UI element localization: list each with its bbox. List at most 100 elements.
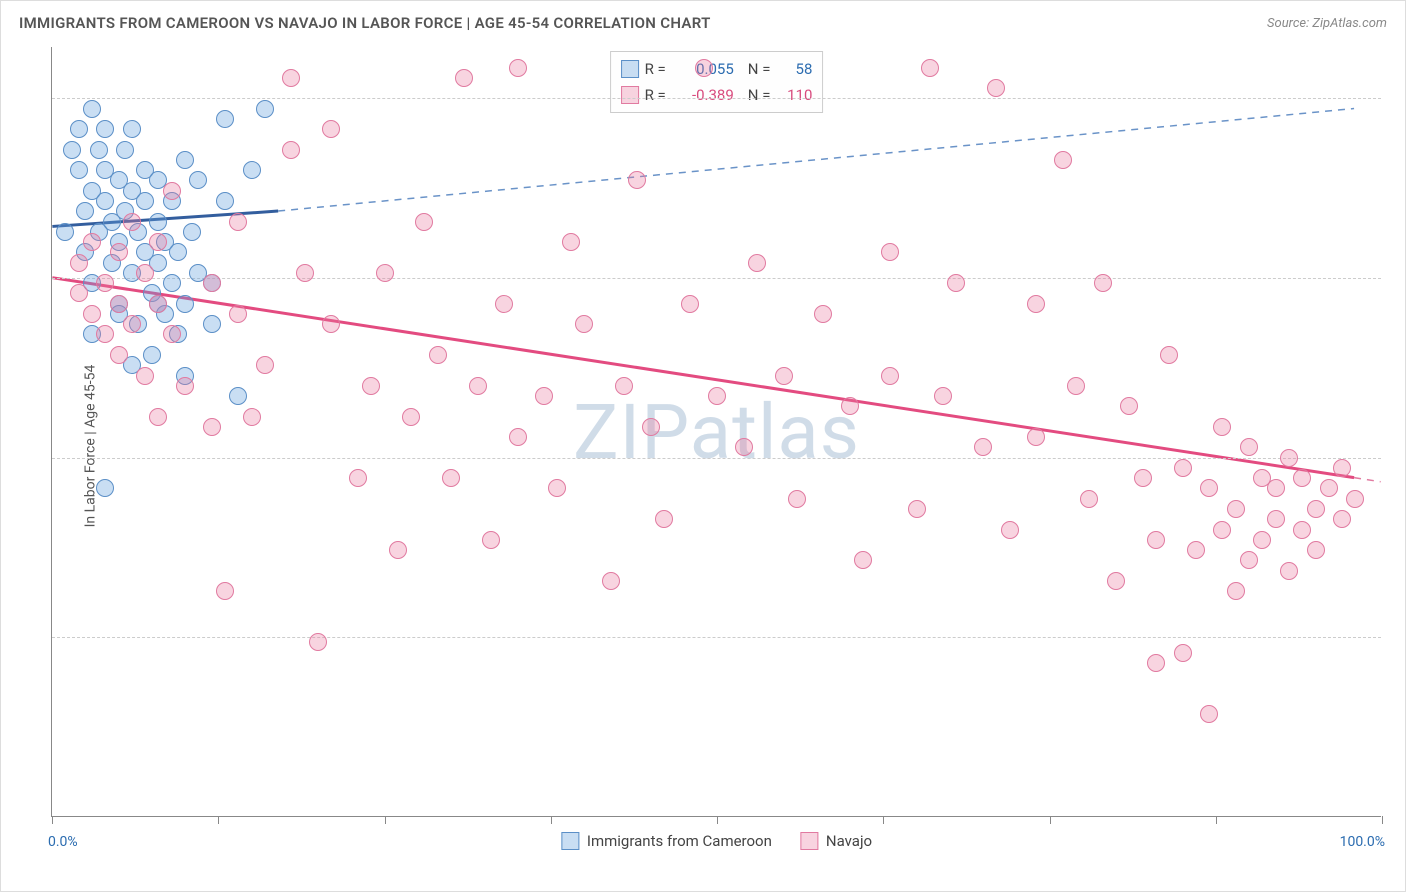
data-point: [70, 284, 88, 302]
data-point: [482, 531, 500, 549]
stat-n-value: 110: [776, 86, 812, 104]
data-point: [203, 274, 221, 292]
trend-line-extension: [278, 109, 1354, 212]
data-point: [681, 295, 699, 313]
x-tick: [1216, 816, 1217, 824]
trend-line: [52, 278, 1354, 478]
data-point: [881, 367, 899, 385]
data-point: [642, 418, 660, 436]
data-point: [1094, 274, 1112, 292]
data-point: [1280, 449, 1298, 467]
data-point: [548, 479, 566, 497]
legend-swatch: [621, 86, 639, 104]
data-point: [921, 59, 939, 77]
data-point: [243, 161, 261, 179]
data-point: [535, 387, 553, 405]
x-tick: [1050, 816, 1051, 824]
data-point: [176, 295, 194, 313]
legend-item: Immigrants from Cameroon: [561, 832, 772, 850]
data-point: [256, 356, 274, 374]
bottom-legend: Immigrants from Cameroon Navajo: [561, 832, 872, 850]
data-point: [63, 141, 81, 159]
data-point: [96, 325, 114, 343]
data-point: [322, 315, 340, 333]
stat-r-label: R =: [645, 86, 666, 104]
data-point: [415, 213, 433, 231]
data-point: [1240, 438, 1258, 456]
data-point: [149, 295, 167, 313]
data-point: [1147, 654, 1165, 672]
data-point: [1280, 562, 1298, 580]
data-point: [229, 213, 247, 231]
data-point: [455, 69, 473, 87]
gridline: [52, 278, 1381, 279]
x-axis-min-label: 0.0%: [48, 834, 78, 850]
data-point: [1120, 397, 1138, 415]
data-point: [814, 305, 832, 323]
data-point: [96, 120, 114, 138]
stats-row: R = -0.389 N = 110: [621, 82, 813, 108]
data-point: [149, 408, 167, 426]
data-point: [1200, 705, 1218, 723]
data-point: [1307, 541, 1325, 559]
data-point: [1267, 479, 1285, 497]
data-point: [70, 254, 88, 272]
data-point: [1320, 479, 1338, 497]
data-point: [163, 325, 181, 343]
data-point: [349, 469, 367, 487]
data-point: [495, 295, 513, 313]
data-point: [123, 315, 141, 333]
chart-title: IMMIGRANTS FROM CAMEROON VS NAVAJO IN LA…: [19, 14, 711, 32]
data-point: [974, 438, 992, 456]
data-point: [116, 141, 134, 159]
data-point: [1346, 490, 1364, 508]
data-point: [947, 274, 965, 292]
data-point: [149, 213, 167, 231]
data-point: [169, 243, 187, 261]
gridline: [52, 637, 1381, 638]
data-point: [183, 223, 201, 241]
data-point: [1267, 510, 1285, 528]
data-point: [229, 387, 247, 405]
data-point: [70, 120, 88, 138]
data-point: [110, 346, 128, 364]
data-point: [1107, 572, 1125, 590]
gridline: [52, 98, 1381, 99]
data-point: [216, 192, 234, 210]
data-point: [628, 171, 646, 189]
data-point: [229, 305, 247, 323]
data-point: [854, 551, 872, 569]
data-point: [1027, 295, 1045, 313]
data-point: [1160, 346, 1178, 364]
data-point: [96, 479, 114, 497]
data-point: [562, 233, 580, 251]
legend-label: Immigrants from Cameroon: [587, 832, 772, 850]
data-point: [90, 141, 108, 159]
data-point: [509, 59, 527, 77]
data-point: [1001, 521, 1019, 539]
data-point: [1147, 531, 1165, 549]
correlation-chart: IMMIGRANTS FROM CAMEROON VS NAVAJO IN LA…: [0, 0, 1406, 892]
data-point: [1227, 500, 1245, 518]
data-point: [469, 377, 487, 395]
data-point: [123, 120, 141, 138]
data-point: [1134, 469, 1152, 487]
legend-swatch: [561, 832, 579, 850]
x-tick: [551, 816, 552, 824]
stat-r-value: -0.389: [672, 86, 734, 104]
data-point: [575, 315, 593, 333]
legend-label: Navajo: [826, 832, 872, 850]
data-point: [163, 274, 181, 292]
x-tick: [218, 816, 219, 824]
data-point: [1174, 644, 1192, 662]
legend-swatch: [800, 832, 818, 850]
data-point: [136, 264, 154, 282]
data-point: [934, 387, 952, 405]
data-point: [788, 490, 806, 508]
x-axis-max-label: 100.0%: [1340, 834, 1385, 850]
data-point: [110, 295, 128, 313]
source-attribution: Source: ZipAtlas.com: [1267, 16, 1387, 31]
y-tick-label: 65.0%: [1391, 450, 1406, 466]
data-point: [76, 202, 94, 220]
stat-n-label: N =: [748, 86, 771, 104]
